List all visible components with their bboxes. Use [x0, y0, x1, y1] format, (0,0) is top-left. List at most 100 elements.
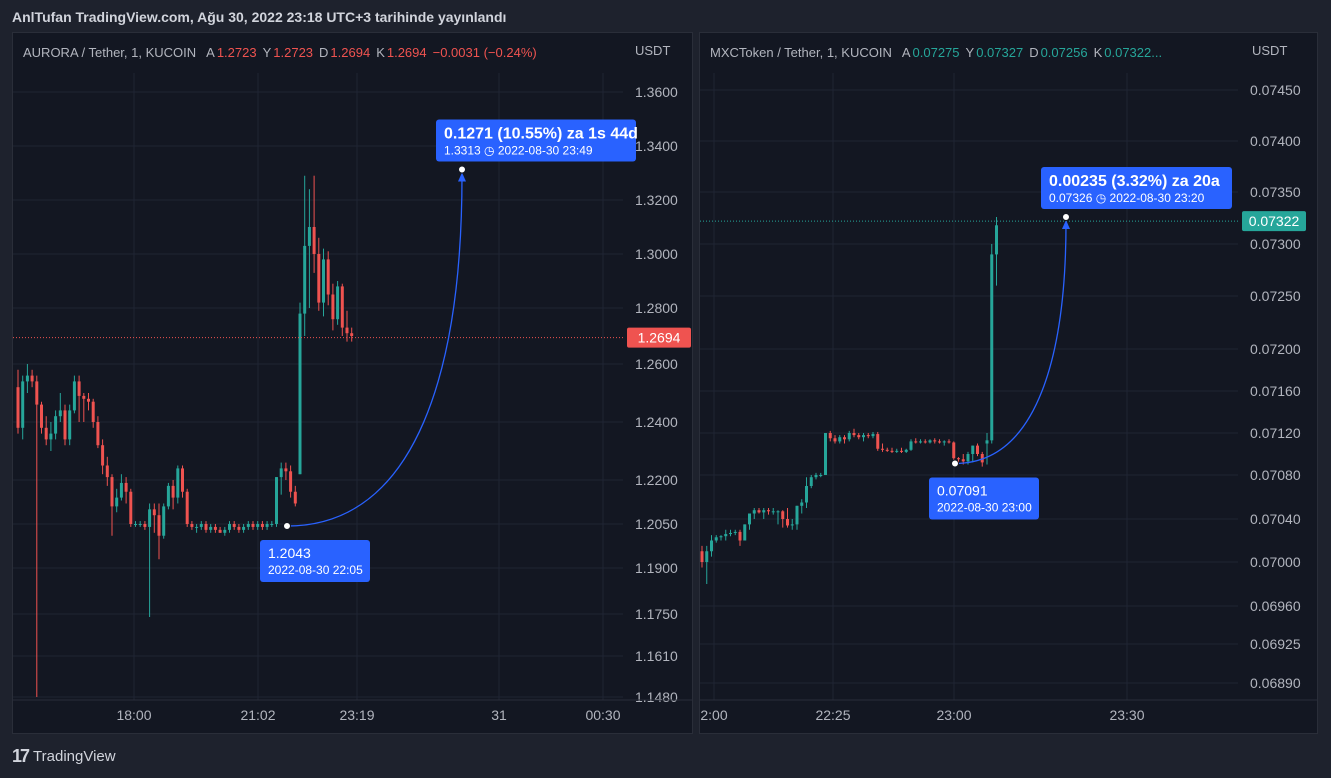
aurora-chart-pane[interactable]: 1.3600 1.3400 1.3200 1.3000 1.2800 1.2600 1.24… — [12, 32, 693, 734]
measure-start-price: 0.07091 — [937, 482, 988, 498]
y-tick-label: 1.3000 — [635, 246, 678, 262]
candle-body — [971, 445, 975, 454]
y-tick-label: 1.2800 — [635, 300, 678, 316]
ohlc-key-open: A — [901, 45, 911, 60]
candle-body — [938, 441, 941, 443]
measure-start-price: 1.2043 — [268, 545, 311, 561]
ohlc-key-open: A — [206, 45, 215, 60]
candle-body — [933, 440, 937, 442]
candle-body — [284, 468, 288, 472]
y-tick-label: 0.06960 — [1250, 598, 1301, 614]
candle-body — [25, 375, 29, 382]
candle-body — [719, 536, 723, 538]
candle-body — [16, 387, 20, 428]
brand-name: TradingView — [33, 748, 116, 765]
mxc-symbol: MXCToken / Tether, 1, KUCOIN — [710, 45, 892, 60]
y-tick-label: 0.07080 — [1250, 467, 1301, 483]
mxc-chart-pane[interactable]: 0.07450 0.07400 0.07350 0.07300 0.07250 0.072… — [699, 32, 1318, 734]
measure-end-point — [1062, 212, 1070, 221]
candle-body — [228, 524, 231, 530]
last-price-badge — [1242, 211, 1306, 232]
candle-body — [724, 534, 728, 537]
candle-body — [881, 448, 884, 450]
candle-body — [157, 515, 161, 536]
footer-brand[interactable]: 17 TradingView — [12, 746, 116, 767]
candle-body — [966, 454, 970, 462]
candle-body — [35, 381, 39, 405]
candle-body — [148, 509, 152, 527]
candle-body — [843, 437, 846, 440]
y-tick-label: 0.06890 — [1250, 675, 1301, 691]
mxc-unit-label: USDT — [1252, 43, 1288, 58]
measure-start-time: 2022-08-30 22:05 — [268, 563, 363, 577]
y-tick-label: 0.07300 — [1250, 236, 1301, 252]
candle-body — [246, 524, 250, 527]
ohlc-change: −0.0031 (−0.24%) — [432, 45, 537, 60]
y-tick-label: 1.1480 — [635, 689, 678, 705]
candle-body — [218, 529, 222, 533]
candle-body — [270, 524, 274, 525]
candle-body — [336, 286, 340, 320]
measure-curve — [286, 175, 463, 527]
candle-body — [345, 327, 349, 334]
measure-start-box — [929, 477, 1039, 520]
candle-body — [293, 491, 297, 504]
x-tick-label: 22:25 — [815, 707, 850, 723]
y-tick-label: 0.07200 — [1250, 341, 1301, 357]
candle-body — [237, 526, 241, 530]
candle-body — [176, 468, 180, 498]
candle-body — [96, 422, 100, 446]
candle-body — [190, 524, 194, 527]
y-tick-label: 0.06925 — [1250, 636, 1301, 652]
candle-body — [847, 433, 851, 440]
measure-start-point — [283, 522, 291, 531]
candle-body — [852, 433, 856, 436]
measure-curve — [954, 222, 1067, 465]
candle-body — [312, 227, 316, 254]
y-tick-label: 1.2600 — [635, 356, 678, 372]
candle-body — [162, 506, 166, 536]
ohlc-value-low: 1.2694 — [330, 45, 371, 60]
candle-body — [961, 459, 965, 462]
candle-body — [786, 519, 789, 526]
ohlc-key-low: D — [1029, 45, 1039, 60]
candle-body — [700, 551, 704, 562]
candle-body — [957, 458, 960, 460]
measure-arrowhead — [458, 172, 466, 182]
measure-end-point — [458, 165, 466, 174]
candle-body — [307, 227, 311, 246]
ohlc-value-high: 0.07327 — [976, 45, 1024, 60]
y-tick-label: 1.3600 — [635, 84, 678, 100]
candle-body — [995, 225, 998, 255]
aurora-chart-canvas[interactable]: 1.3600 1.3400 1.3200 1.3000 1.2800 1.2600 1.24… — [13, 33, 693, 734]
mxc-chart-canvas[interactable]: 0.07450 0.07400 0.07350 0.07300 0.07250 0.072… — [700, 33, 1318, 734]
candle-body — [275, 477, 278, 524]
y-tick-label: 0.07250 — [1250, 288, 1301, 304]
y-tick-label: 0.07000 — [1250, 554, 1301, 570]
candle-body — [809, 477, 813, 486]
aurora-unit-label: USDT — [635, 43, 671, 58]
candle-body — [985, 440, 989, 444]
candle-body — [771, 511, 775, 513]
candle-body — [876, 434, 880, 449]
candle-body — [904, 449, 908, 452]
candle-body — [814, 475, 818, 478]
y-tick-label: 0.07350 — [1250, 184, 1301, 200]
candle-body — [44, 427, 48, 440]
candle-body — [900, 450, 903, 452]
tradingview-logo-icon: 17 — [12, 746, 30, 766]
x-tick-label: 23:30 — [1109, 707, 1144, 723]
candle-body — [77, 381, 81, 396]
candle-body — [729, 532, 732, 535]
candle-body — [63, 410, 67, 440]
candle-body — [928, 440, 932, 443]
candle-body — [828, 433, 832, 439]
candle-body — [322, 259, 325, 303]
ohlc-value-close: 0.07322... — [1104, 45, 1163, 60]
candle-body — [115, 497, 119, 507]
candle-body — [824, 433, 827, 475]
last-price-label: 1.2694 — [638, 330, 681, 346]
x-tick-label: 18:00 — [116, 707, 151, 723]
candle-body — [260, 524, 264, 527]
candle-body — [866, 435, 870, 437]
